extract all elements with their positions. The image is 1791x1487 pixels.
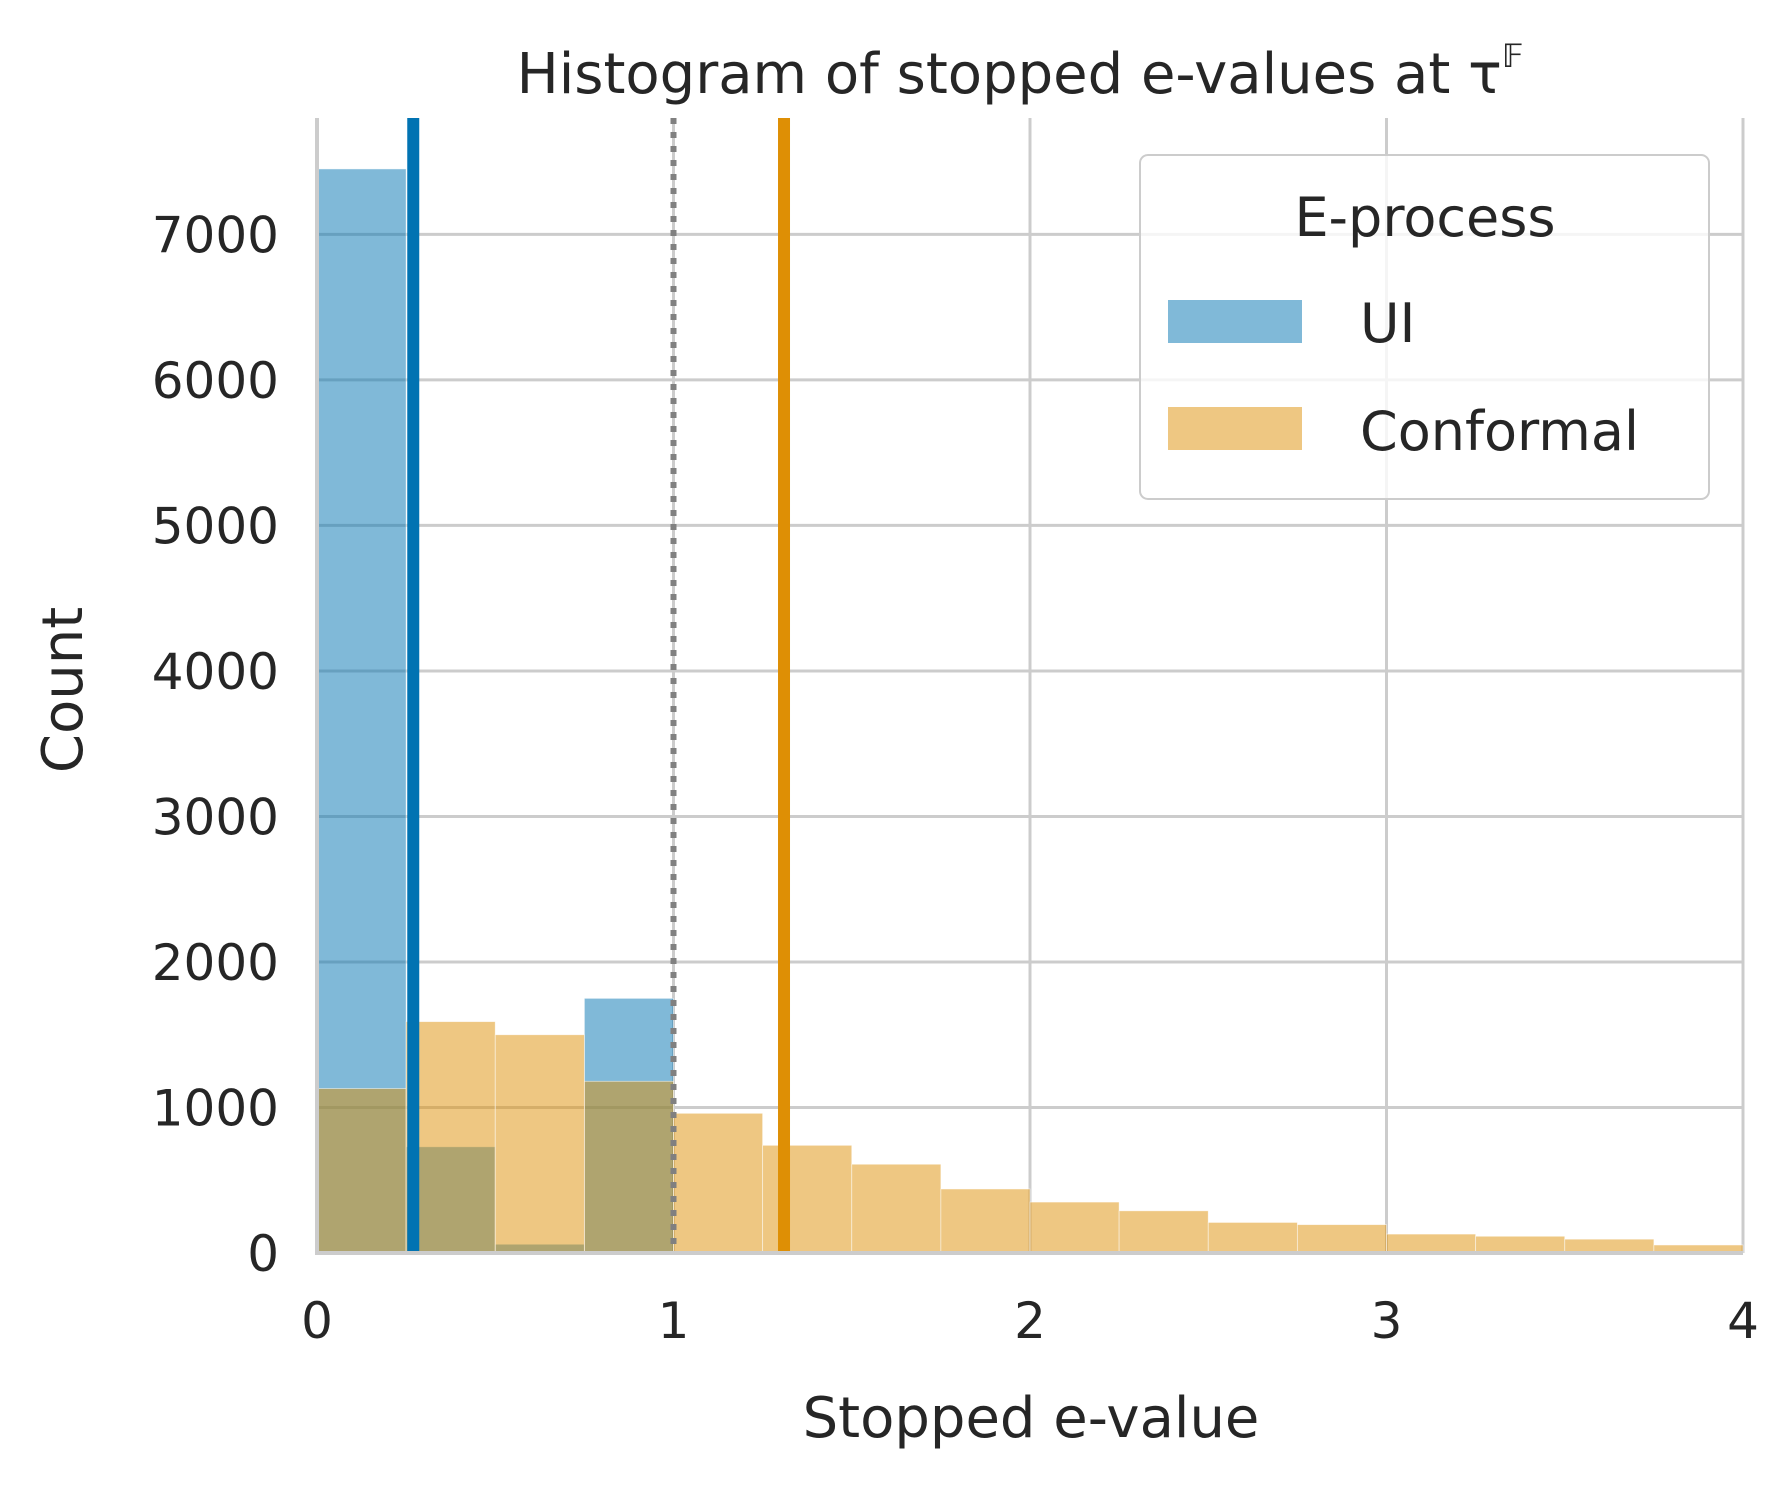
legend-title: E-process (1294, 186, 1555, 249)
axes (315, 118, 1743, 1255)
histogram-bar (1029, 1201, 1120, 1254)
y-axis-title: Count (31, 607, 96, 773)
histogram-bar (851, 1163, 942, 1254)
x-tick-label: 2 (1014, 1292, 1046, 1350)
x-tick-label: 4 (1727, 1292, 1759, 1350)
y-tick-label: 7000 (152, 206, 279, 264)
legend-swatch-conformal (1168, 407, 1302, 450)
histogram-bar (762, 1144, 853, 1254)
bars-conformal-series (316, 1021, 1744, 1254)
histogram-bar (494, 1034, 585, 1254)
x-axis-title: Stopped e-value (803, 1386, 1260, 1451)
histogram-bar (1386, 1233, 1477, 1254)
histogram-bar (583, 1080, 674, 1254)
legend-swatch-ui (1168, 300, 1302, 343)
reference-lines (407, 118, 791, 1253)
histogram-bar (405, 1021, 496, 1254)
histogram-bar (1564, 1238, 1655, 1254)
y-tick-label: 0 (247, 1225, 279, 1283)
y-tick-label: 4000 (152, 643, 279, 701)
grid-lines (317, 118, 1745, 1253)
histogram-bar (1296, 1224, 1387, 1254)
histogram-bar (1118, 1210, 1209, 1254)
histogram-bar (1475, 1235, 1566, 1254)
legend: E-process UI Conformal (1139, 154, 1710, 500)
y-tick-label: 5000 (152, 497, 279, 555)
chart-title-superscript: 𝔽 (1502, 37, 1524, 75)
x-tick-label: 0 (301, 1292, 333, 1350)
tick-labels: 0 1000 2000 3000 4000 5000 6000 7000 0 1 2 3 4 (152, 206, 1759, 1350)
legend-label-ui: UI (1360, 292, 1415, 355)
x-tick-label: 3 (1371, 1292, 1403, 1350)
y-tick-label: 3000 (152, 788, 279, 846)
histogram-bar (1207, 1222, 1298, 1254)
histogram-bar (316, 1088, 407, 1254)
histogram-bar (673, 1112, 764, 1254)
y-tick-label: 1000 (152, 1079, 279, 1137)
x-tick-label: 1 (658, 1292, 690, 1350)
histogram-bar (940, 1188, 1031, 1254)
chart-title: Histogram of stopped e-values at τ𝔽 (517, 37, 1524, 107)
legend-label-conformal: Conformal (1360, 400, 1639, 463)
histogram-bar (316, 168, 407, 1254)
y-tick-label: 6000 (152, 352, 279, 410)
y-tick-label: 2000 (152, 934, 279, 992)
